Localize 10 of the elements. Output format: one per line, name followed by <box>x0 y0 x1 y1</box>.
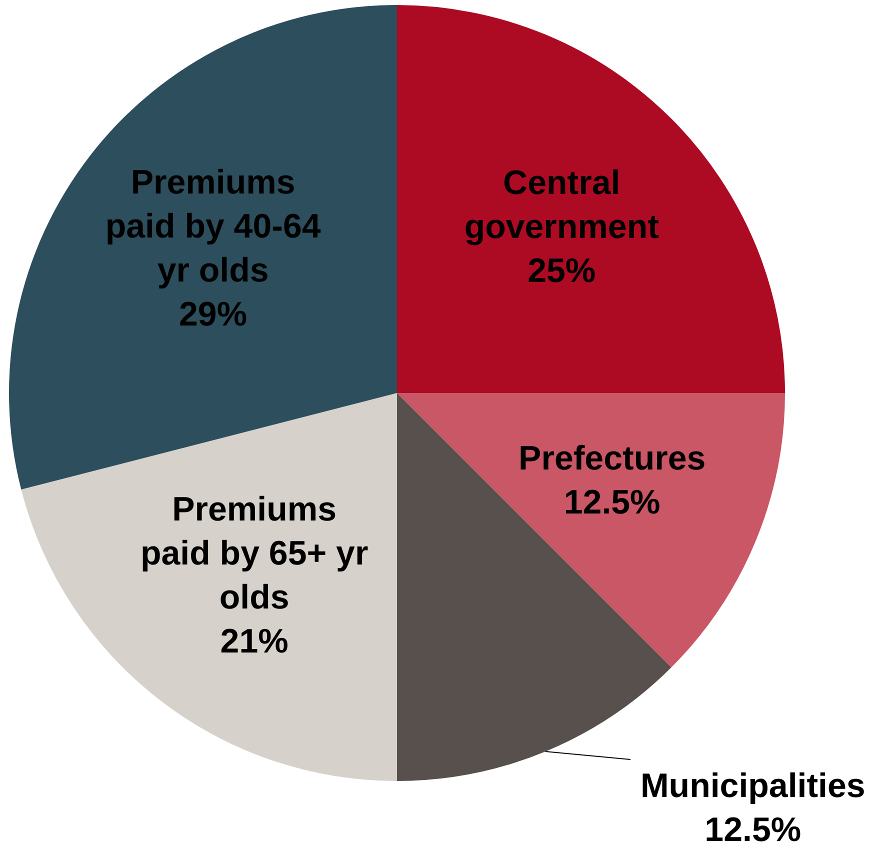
slice-label: Premiums paid by 40-64 yr olds <box>105 164 321 290</box>
slice-label: Prefectures <box>518 439 706 478</box>
data-label: 29% <box>179 296 248 334</box>
slice-label: Municipalities <box>640 766 866 805</box>
slice-label: Central government <box>464 164 659 246</box>
slice-label: Premiums paid by 65+ yr olds <box>140 490 368 616</box>
data-label: 21% <box>220 622 288 660</box>
data-label: 12.5% <box>564 483 660 522</box>
data-label: 25% <box>528 252 596 290</box>
data-label: 12.5% <box>704 810 802 847</box>
